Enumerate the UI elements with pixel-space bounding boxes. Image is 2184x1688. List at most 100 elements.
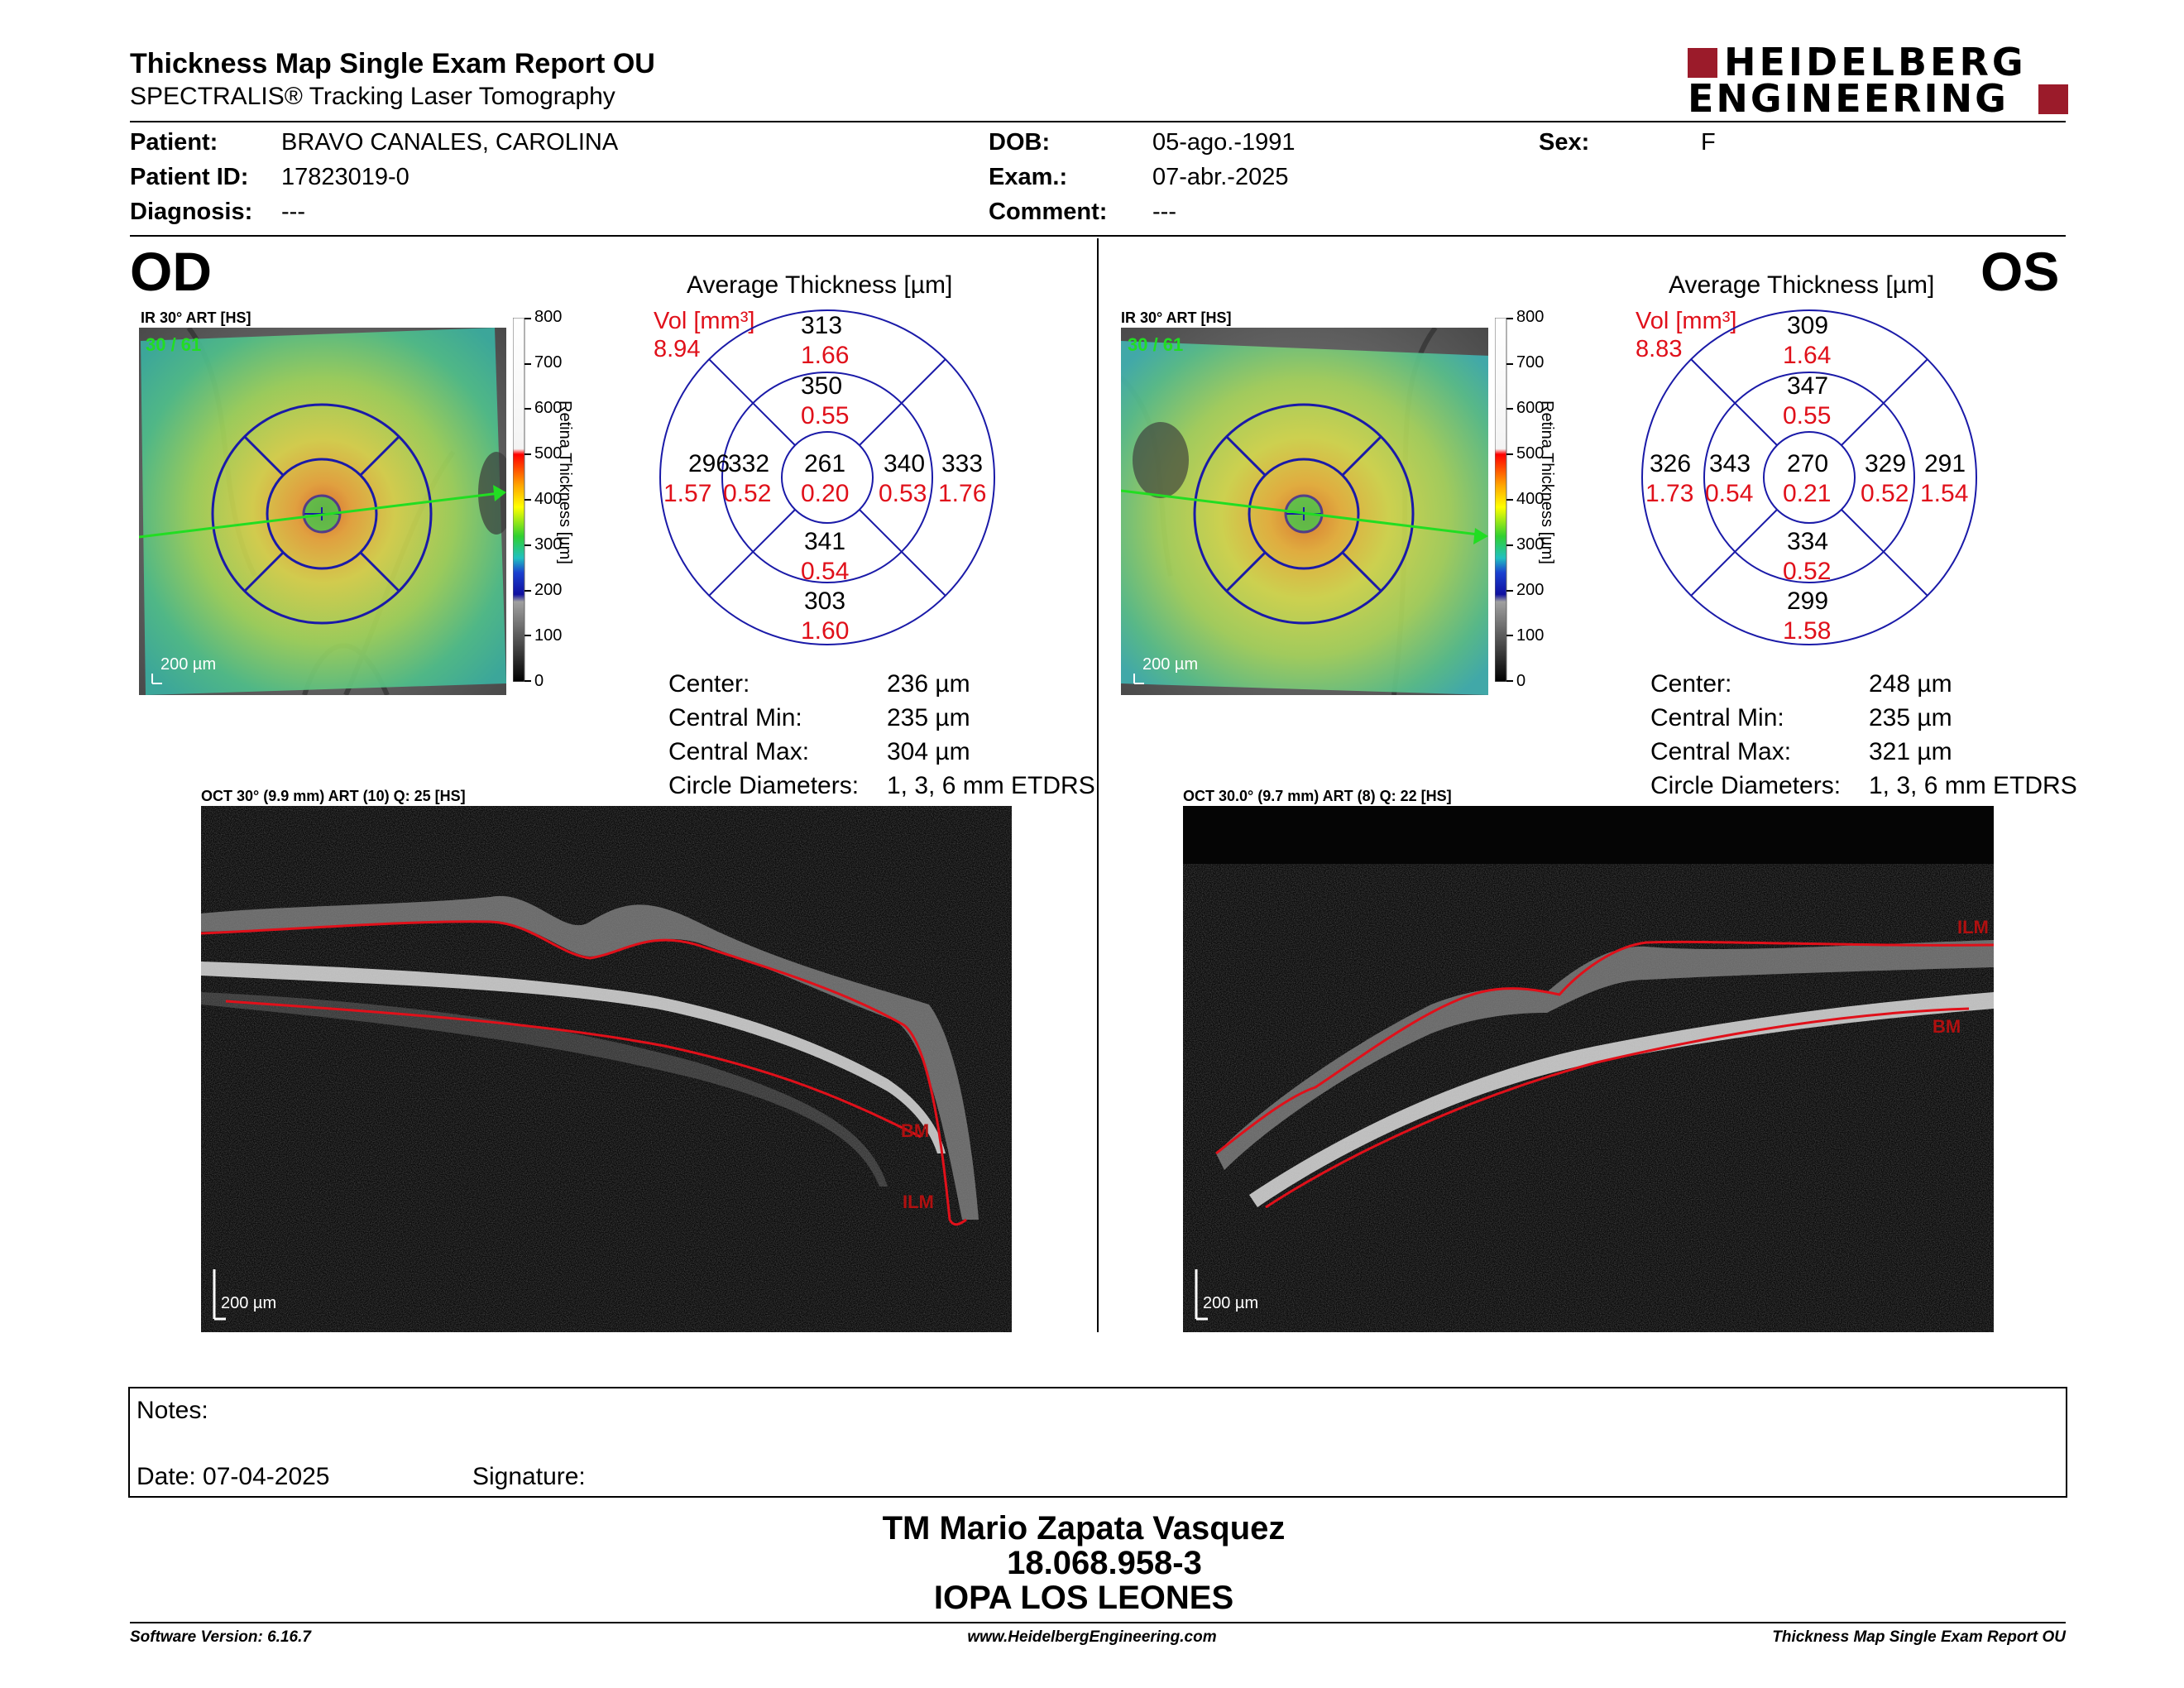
os-inner-sup-thickness: 347 <box>1787 372 1829 400</box>
os-cbar-tick: 0 <box>1516 672 1526 690</box>
od-center-thickness: 261 <box>804 450 846 477</box>
signature-label: Signature: <box>472 1463 586 1490</box>
os-cbar-axis-label: Retina Thickness [µm] <box>1538 400 1556 564</box>
date-label: Date: 07-04-2025 <box>136 1463 330 1490</box>
os-outer-nas-volume: 1.73 <box>1645 480 1694 507</box>
os-min-label: Central Min: <box>1650 704 1784 731</box>
exam-date: 07-abr.-2025 <box>1152 164 1289 190</box>
od-cbar-tick: 800 <box>534 308 563 326</box>
od-outer-tmp-volume: 1.57 <box>663 480 712 507</box>
od-oct-scale: 200 µm <box>221 1294 277 1312</box>
od-cbar-tick: 200 <box>534 581 563 599</box>
os-vol-total: 8.83 <box>1636 336 1683 362</box>
od-center-value: 236 µm <box>887 670 970 698</box>
os-center-label: Center: <box>1650 670 1732 698</box>
od-min-value: 235 µm <box>887 704 970 731</box>
od-cbar-tick: 700 <box>534 353 563 372</box>
os-oct-title: OCT 30.0° (9.7 mm) ART (8) Q: 22 [HS] <box>1183 788 1452 804</box>
os-outer-tmp-thickness: 291 <box>1924 450 1966 477</box>
software-version: Software Version: 6.16.7 <box>130 1628 311 1646</box>
os-max-label: Central Max: <box>1650 738 1792 765</box>
os-etdrs-grid <box>1640 308 1979 647</box>
od-max-label: Central Max: <box>668 738 810 765</box>
sex-label: Sex: <box>1539 129 1590 156</box>
od-cbar-tick: 500 <box>534 444 563 463</box>
od-outer-sup-thickness: 313 <box>801 312 843 339</box>
od-diam-value: 1, 3, 6 mm ETDRS <box>887 772 1095 799</box>
os-inner-nas-volume: 0.54 <box>1705 480 1754 507</box>
exam-label: Exam.: <box>989 164 1068 190</box>
patient-divider <box>130 235 2066 237</box>
signer-clinic: IOPA LOS LEONES <box>933 1580 1234 1616</box>
od-inner-nas-thickness: 340 <box>884 450 926 477</box>
od-ir-counter: 30 / 61 <box>146 334 202 355</box>
patient-id-label: Patient ID: <box>130 164 249 190</box>
os-outer-sup-thickness: 309 <box>1787 312 1829 339</box>
od-cbar-tick: 100 <box>534 626 563 645</box>
od-inner-sup-thickness: 350 <box>801 372 843 400</box>
logo-line-1: HEIDELBERG <box>1724 40 2027 84</box>
od-oct-title: OCT 30° (9.9 mm) ART (10) Q: 25 [HS] <box>201 788 466 804</box>
os-ir-counter: 30 / 61 <box>1128 334 1184 355</box>
od-inner-nas-volume: 0.53 <box>879 480 927 507</box>
os-diam-value: 1, 3, 6 mm ETDRS <box>1869 772 2077 799</box>
os-inner-inf-thickness: 334 <box>1787 528 1829 555</box>
diagnosis: --- <box>281 199 305 225</box>
os-cbar-tick: 400 <box>1516 490 1545 508</box>
os-cbar-tick: 700 <box>1516 353 1545 372</box>
od-max-value: 304 µm <box>887 738 970 765</box>
od-ir-scale: 200 µm <box>160 655 217 674</box>
od-ir-title: IR 30° ART [HS] <box>141 309 251 326</box>
os-outer-sup-volume: 1.64 <box>1783 342 1832 369</box>
os-inner-tmp-volume: 0.52 <box>1861 480 1909 507</box>
od-vol-total: 8.94 <box>654 336 701 362</box>
od-outer-inf-volume: 1.60 <box>801 617 850 645</box>
os-ir-scale: 200 µm <box>1142 655 1199 674</box>
os-bm-label: BM <box>1933 1016 1961 1037</box>
dob-label: DOB: <box>989 129 1051 156</box>
od-outer-nas-thickness: 333 <box>941 450 984 477</box>
notes-box[interactable]: Notes: Date: 07-04-2025 Signature: <box>128 1387 2067 1498</box>
patient-name-label: Patient: <box>130 129 218 156</box>
sex: F <box>1701 129 1716 156</box>
os-outer-nas-thickness: 326 <box>1650 450 1692 477</box>
od-bm-label: BM <box>901 1120 930 1141</box>
od-oct-bscan[interactable]: ILM BM 200 µm <box>200 806 1012 1332</box>
report-title: Thickness Map Single Exam Report OU <box>130 48 655 79</box>
logo-line-2: ENGINEERING <box>1688 76 2009 121</box>
os-inner-nas-thickness: 343 <box>1709 450 1751 477</box>
os-cbar-tick: 200 <box>1516 581 1545 599</box>
footer-report-name: Thickness Map Single Exam Report OU <box>1772 1628 2066 1646</box>
od-outer-inf-thickness: 303 <box>804 587 846 615</box>
od-inner-tmp-thickness: 332 <box>728 450 770 477</box>
footer-divider <box>130 1622 2066 1623</box>
od-avg-title: Average Thickness [µm] <box>687 271 953 299</box>
signer-name: TM Mario Zapata Vasquez <box>882 1510 1286 1547</box>
od-cbar-tick: 400 <box>534 490 563 508</box>
os-inner-sup-volume: 0.55 <box>1783 402 1832 429</box>
os-cbar-tick: 600 <box>1516 399 1545 417</box>
od-thickness-map[interactable]: 30 / 61 200 µm <box>138 326 515 697</box>
os-center-value: 248 µm <box>1869 670 1952 698</box>
os-center-volume: 0.21 <box>1783 480 1832 507</box>
os-ir-title: IR 30° ART [HS] <box>1121 309 1232 326</box>
od-cbar-tick: 0 <box>534 672 544 690</box>
os-inner-inf-volume: 0.52 <box>1783 558 1832 585</box>
comment: --- <box>1152 199 1176 225</box>
od-colorbar: 800 700 600 500 400 300 200 100 0 Retina… <box>513 308 579 690</box>
od-center-label: Center: <box>668 670 750 698</box>
os-cbar-tick: 300 <box>1516 535 1545 554</box>
os-thickness-map[interactable]: 30 / 61 200 µm <box>1118 326 1490 696</box>
od-diam-label: Circle Diameters: <box>668 772 860 799</box>
os-oct-bscan[interactable]: ILM BM 200 µm <box>1183 806 1995 1332</box>
od-cbar-tick: 600 <box>534 399 563 417</box>
website-link[interactable]: www.HeidelbergEngineering.com <box>967 1628 1217 1646</box>
od-outer-nas-volume: 1.76 <box>938 480 987 507</box>
os-cbar-tick: 800 <box>1516 308 1545 326</box>
logo-square-bottom <box>2038 84 2068 114</box>
patient-id: 17823019-0 <box>281 164 410 190</box>
dob: 05-ago.-1991 <box>1152 129 1296 156</box>
os-outer-inf-volume: 1.58 <box>1783 617 1832 645</box>
od-ilm-label: ILM <box>903 1192 934 1212</box>
od-inner-inf-thickness: 341 <box>804 528 846 555</box>
